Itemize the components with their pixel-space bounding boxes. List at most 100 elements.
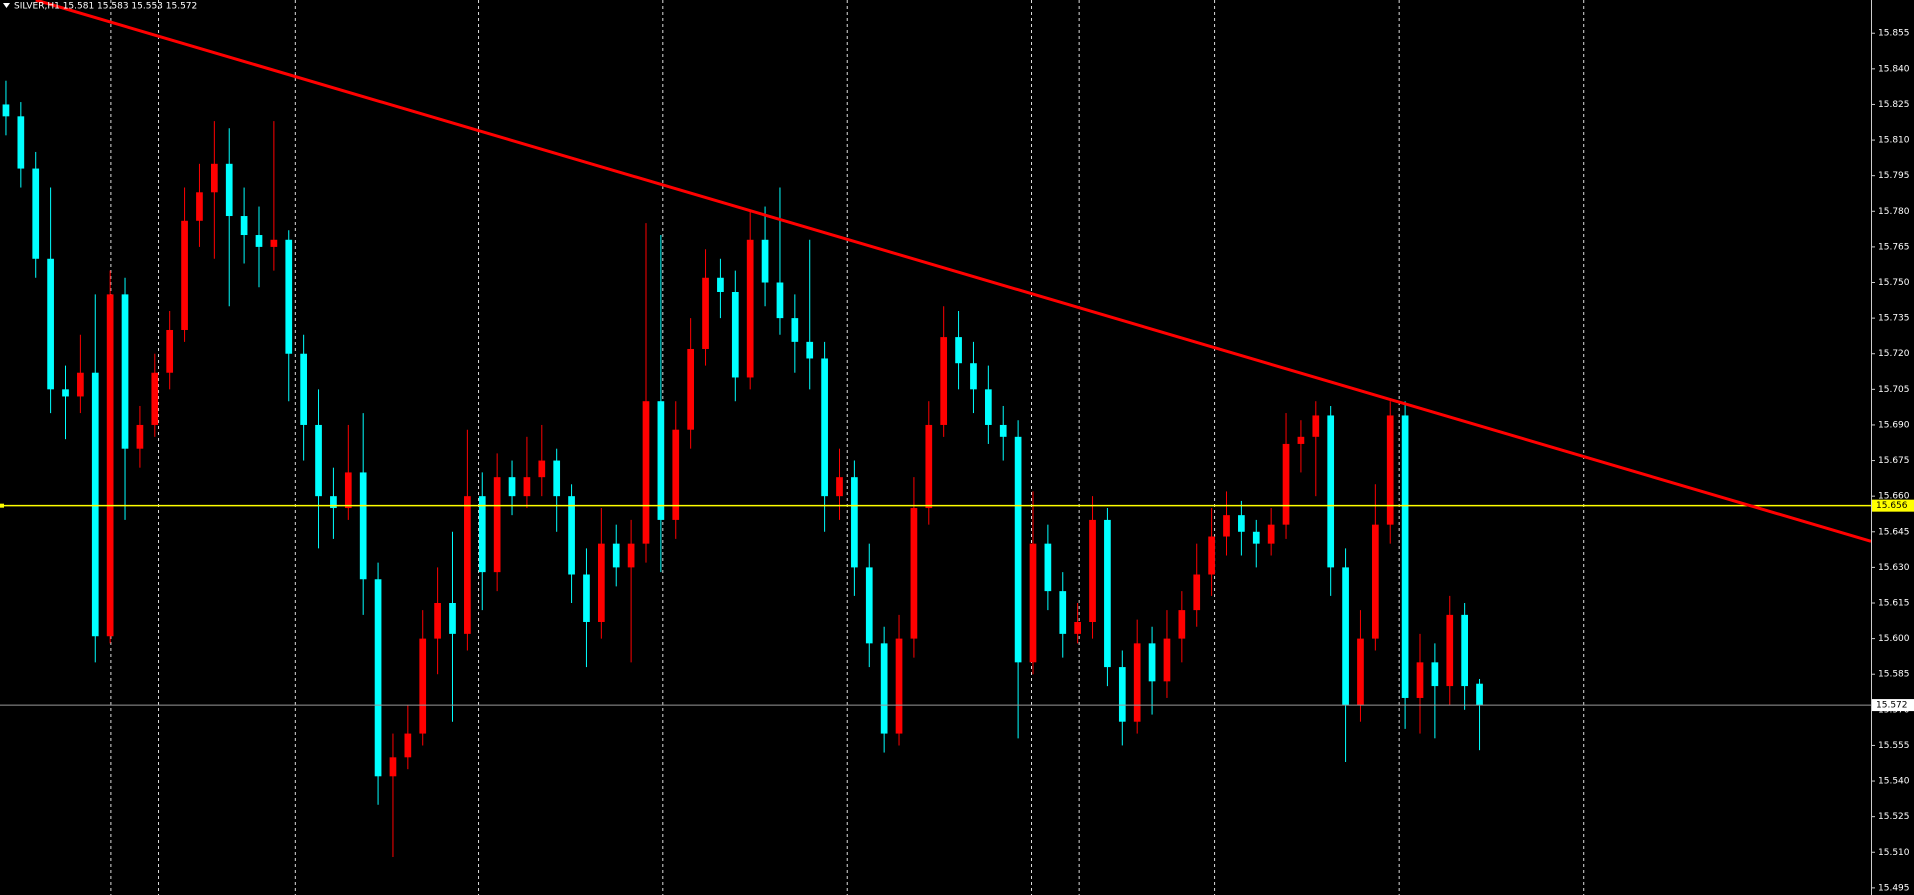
- candle-body: [374, 579, 382, 777]
- candle-body: [1059, 591, 1067, 634]
- candle-body: [196, 192, 203, 221]
- price-label: 15.572: [1876, 701, 1908, 711]
- candle-body: [672, 429, 680, 520]
- candle-body: [210, 163, 218, 193]
- candle-body: [910, 508, 918, 639]
- candle-body: [1386, 415, 1394, 525]
- candle-body: [642, 401, 650, 544]
- candle-body: [255, 235, 263, 247]
- candle-body: [880, 643, 888, 734]
- trendline: [35, 0, 1872, 543]
- candle-body: [1238, 515, 1245, 532]
- candle-body: [62, 389, 69, 397]
- candle-body: [1401, 415, 1409, 698]
- candle-body: [1178, 610, 1186, 639]
- candle-body: [404, 733, 412, 758]
- candle-body: [508, 477, 516, 497]
- candle-body: [776, 282, 784, 319]
- candle-body: [791, 318, 799, 342]
- y-tick-label: 15.780: [1878, 207, 1910, 217]
- candle-body: [47, 258, 54, 390]
- y-tick-label: 15.840: [1878, 64, 1910, 74]
- menu-triangle: [3, 3, 10, 8]
- candle-body: [702, 277, 709, 349]
- level-label: 15.656: [1876, 501, 1908, 511]
- candle-body: [270, 239, 278, 247]
- y-tick-label: 15.645: [1878, 527, 1910, 537]
- candle-body: [612, 543, 620, 568]
- y-tick-label: 15.630: [1878, 563, 1910, 573]
- candle-body: [925, 424, 933, 509]
- candle-body: [955, 337, 962, 364]
- candle-body: [434, 602, 441, 639]
- y-tick-label: 15.690: [1878, 420, 1910, 430]
- candle-body: [984, 389, 992, 425]
- candle-body: [449, 602, 456, 634]
- candle-body: [523, 477, 531, 497]
- candle-body: [225, 163, 233, 217]
- candle-body: [1342, 567, 1349, 706]
- candle-body: [1476, 683, 1483, 706]
- candle-body: [1044, 543, 1052, 592]
- candle-body: [1133, 643, 1141, 722]
- candle-body: [419, 638, 427, 734]
- candle-body: [121, 294, 129, 449]
- candle-body: [2, 104, 10, 117]
- candle-body: [1208, 536, 1215, 575]
- y-tick-label: 15.675: [1878, 456, 1910, 466]
- candle-body: [1297, 436, 1305, 444]
- candle-body: [657, 401, 665, 520]
- candle-body: [344, 472, 352, 509]
- candle-body: [389, 757, 397, 777]
- candle-body: [1029, 543, 1037, 663]
- candle-body: [151, 372, 159, 425]
- y-tick-label: 15.600: [1878, 634, 1910, 644]
- candle-body: [821, 358, 828, 497]
- y-tick-label: 15.615: [1878, 598, 1910, 608]
- candle-body: [1267, 524, 1275, 544]
- y-tick-label: 15.795: [1878, 171, 1910, 181]
- candle-body: [553, 460, 561, 497]
- candle-body: [1163, 638, 1171, 682]
- candle-body: [597, 543, 605, 622]
- y-tick-label: 15.735: [1878, 314, 1910, 324]
- level-handle: [0, 503, 4, 508]
- y-tick-label: 15.585: [1878, 670, 1910, 680]
- candle-body: [940, 337, 948, 425]
- y-tick-label: 15.555: [1878, 741, 1910, 751]
- candle-body: [1223, 515, 1230, 537]
- candle-body: [895, 638, 903, 734]
- y-tick-label: 15.765: [1878, 242, 1910, 252]
- y-tick-label: 15.825: [1878, 100, 1910, 110]
- candle-body: [1193, 574, 1201, 611]
- candle-body: [687, 348, 694, 430]
- y-tick-label: 15.750: [1878, 278, 1910, 288]
- separators: [110, 0, 1585, 895]
- candle-body: [493, 477, 501, 573]
- candle-body: [166, 329, 174, 373]
- y-tick-label: 15.510: [1878, 848, 1910, 858]
- candle-body: [851, 477, 858, 568]
- candle-body: [1282, 443, 1290, 525]
- candle-body: [1327, 415, 1335, 568]
- y-tick-label: 15.660: [1878, 492, 1910, 502]
- candle-body: [1461, 614, 1468, 687]
- candle-body: [315, 424, 322, 497]
- candle-body: [1416, 662, 1424, 698]
- candle-body: [17, 116, 25, 169]
- candle-body: [806, 341, 814, 359]
- y-tick-label: 15.540: [1878, 777, 1910, 787]
- candle-body: [568, 496, 575, 575]
- candle-body: [731, 292, 739, 378]
- chart-title: SILVER,H1 15.581 15.583 15.553 15.572: [14, 2, 197, 12]
- level-marker: [1872, 499, 1914, 512]
- candle-body: [464, 496, 471, 634]
- candle-body: [478, 496, 486, 573]
- candle-body: [1357, 638, 1364, 706]
- plot: [0, 0, 1872, 858]
- y-tick-label: 15.855: [1878, 29, 1910, 39]
- candle-body: [181, 220, 188, 330]
